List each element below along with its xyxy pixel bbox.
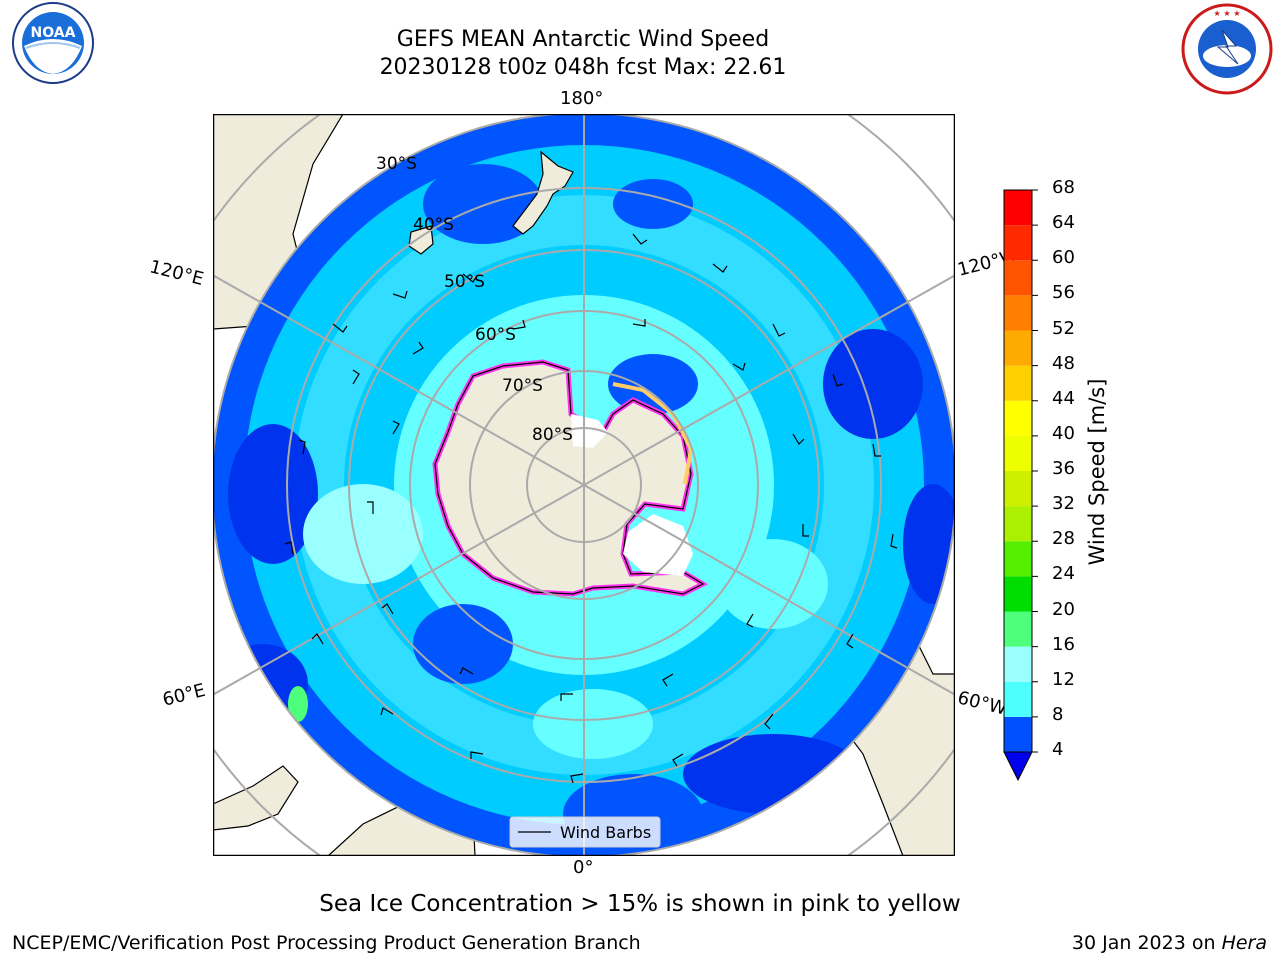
landmasses-north [408, 150, 574, 255]
nws-logo: ★ ★ ★ [1181, 3, 1273, 95]
colorbar-segment [1004, 400, 1032, 436]
noaa-logo: NOAA [12, 2, 94, 84]
colorbar-tick-label: 32 [1052, 493, 1075, 515]
wind-barbs-legend: Wind Barbs [509, 816, 661, 848]
colorbar-segment [1004, 471, 1032, 507]
colorbar-extend-arrow [1003, 751, 1033, 782]
title-line-2: 20230128 t00z 048h fcst Max: 22.61 [379, 55, 787, 80]
colorbar-segment [1004, 611, 1032, 647]
colorbar-tick-label: 36 [1052, 458, 1075, 479]
colorbar-label: Wind Speed [m/s] [1085, 378, 1109, 566]
lat-label-30: 30°S [376, 154, 417, 174]
colorbar-segment [1004, 576, 1032, 612]
colorbar-tick-label: 4 [1052, 739, 1064, 760]
lat-label-40: 40°S [413, 215, 454, 235]
lat-label-70: 70°S [502, 376, 543, 396]
lon-label-0: 0° [573, 857, 594, 878]
colorbar-tick-label: 52 [1052, 317, 1075, 339]
colorbar-segment [1004, 365, 1032, 401]
colorbar-segment [1004, 225, 1032, 261]
colorbar-tick-label: 44 [1052, 387, 1075, 409]
lon-label-60e: 60°E [160, 679, 208, 711]
colorbar-tick-label: 28 [1052, 528, 1075, 550]
lat-label-80: 80°S [532, 425, 573, 445]
sea-ice-caption: Sea Ice Concentration > 15% is shown in … [319, 891, 961, 917]
colorbar-segment [1004, 506, 1032, 542]
colorbar-segment [1004, 646, 1032, 682]
colorbar-tick-label: 16 [1052, 633, 1075, 655]
colorbar-tick-label: 68 [1052, 177, 1075, 198]
footer-right: 30 Jan 2023 on Hera [1072, 932, 1267, 954]
footer-host: Hera [1221, 932, 1267, 954]
colorbar-tick-label: 48 [1052, 352, 1075, 374]
colorbar-segment [1004, 330, 1032, 366]
colorbar-segment [1004, 435, 1032, 471]
colorbar-tick-label: 60 [1052, 247, 1075, 269]
lat-label-50: 50°S [444, 272, 485, 292]
colorbar-tick-label: 40 [1052, 422, 1075, 444]
colorbar-tick-label: 24 [1052, 563, 1075, 585]
colorbar [1003, 189, 1038, 782]
legend-label: Wind Barbs [560, 823, 651, 842]
colorbar-tick-label: 64 [1052, 212, 1075, 234]
title-line-1: GEFS MEAN Antarctic Wind Speed [396, 27, 770, 52]
colorbar-tick-label: 20 [1052, 598, 1075, 620]
colorbar-tick-label: 12 [1052, 668, 1075, 690]
lat-label-60: 60°S [475, 325, 516, 345]
colorbar-segment [1004, 541, 1032, 577]
colorbar-ticks: 4 8 12 16 20 24 28 32 36 40 44 48 52 56 60 64 68 [1046, 177, 1086, 770]
lon-label-120e: 120°E [147, 256, 206, 290]
noaa-logo-text: NOAA [31, 25, 76, 41]
colorbar-segment [1004, 260, 1032, 296]
wind-barbs [284, 233, 898, 784]
antarctic-wind-map: Wind Barbs 30°S 40°S 50°S 60°S 70°S 80°S [213, 114, 955, 856]
graticule [213, 114, 955, 856]
colorbar-segment [1004, 295, 1032, 331]
colorbar-segment [1004, 716, 1032, 752]
svg-text:★ ★ ★: ★ ★ ★ [1213, 9, 1240, 18]
colorbar-segment [1004, 681, 1032, 717]
footer-date: 30 Jan 2023 on [1071, 932, 1222, 954]
lon-label-180: 180° [560, 88, 604, 109]
footer-left: NCEP/EMC/Verification Post Processing Pr… [12, 932, 641, 954]
colorbar-tick-label: 8 [1052, 703, 1064, 725]
colorbar-segment [1004, 190, 1032, 226]
colorbar-tick-label: 56 [1052, 282, 1075, 304]
